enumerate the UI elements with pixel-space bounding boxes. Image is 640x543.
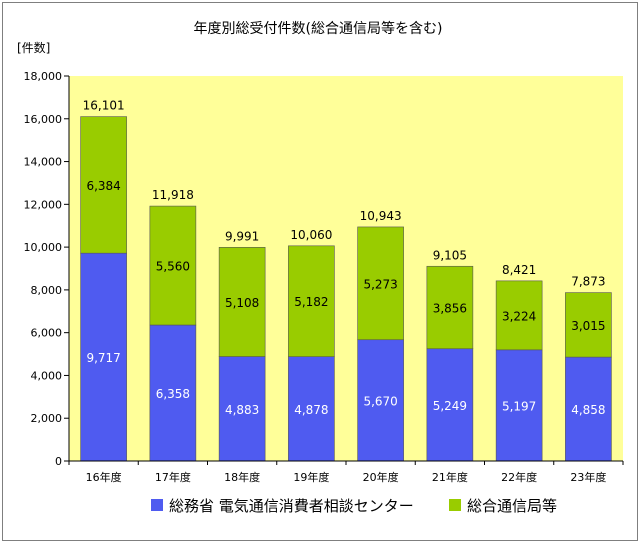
bar-data-label: 3,015 <box>571 319 605 333</box>
bar-total-label: 11,918 <box>152 188 194 202</box>
bar-data-label: 4,858 <box>571 403 605 417</box>
bar-segment-regional-bureaus <box>426 265 474 350</box>
x-tick-label: 19年度 <box>293 470 329 484</box>
y-tick-label: 4,000 <box>31 369 63 382</box>
bar-segment-regional-bureaus <box>565 292 612 358</box>
bar-segment-regional-bureaus <box>357 226 404 341</box>
bar-total-label: 7,873 <box>571 275 605 289</box>
y-tick-label: 14,000 <box>24 156 63 169</box>
x-tick-label: 21年度 <box>432 470 468 484</box>
bar-segment-consumer-center <box>149 324 197 462</box>
x-tick-label: 22年度 <box>501 470 537 484</box>
y-tick-label: 6,000 <box>31 327 63 340</box>
x-tick-label: 17年度 <box>155 470 191 484</box>
bar-data-label: 4,878 <box>294 403 328 417</box>
bar-total-label: 8,421 <box>502 263 536 277</box>
x-tick-label: 23年度 <box>570 470 606 484</box>
bar-segment-consumer-center <box>357 339 404 462</box>
x-tick-label: 20年度 <box>363 470 399 484</box>
bar-data-label: 3,224 <box>502 309 536 323</box>
y-tick-label: 10,000 <box>24 241 63 254</box>
bar-data-label: 9,717 <box>86 351 120 365</box>
y-tick-label: 0 <box>55 455 62 468</box>
bar-data-label: 5,560 <box>156 260 190 274</box>
chart-title: 年度別総受付件数(総合通信局等を含む) <box>194 20 443 37</box>
bar-data-label: 5,108 <box>225 296 259 310</box>
y-axis: 0 2,000 4,000 6,000 8,000 10,000 12,000 14,000 1… <box>24 70 70 468</box>
bar-segment-consumer-center <box>80 252 127 462</box>
y-tick-label: 2,000 <box>31 412 63 425</box>
bar-segment-consumer-center <box>288 356 335 462</box>
bar-segment-consumer-center <box>218 356 266 462</box>
y-axis-label: [件数] <box>17 40 50 55</box>
bar-data-label: 6,358 <box>156 387 190 401</box>
bar-segment-regional-bureaus <box>80 116 127 254</box>
legend-swatch-regional-bureaus <box>449 499 461 511</box>
bar-segment-regional-bureaus <box>218 247 266 357</box>
bar-data-label: 5,670 <box>363 394 397 408</box>
y-tick-label: 16,000 <box>24 113 63 126</box>
legend-label: 総合通信局等 <box>467 497 557 515</box>
bar-data-label: 5,273 <box>363 277 397 291</box>
legend-swatch-consumer-center <box>151 499 163 511</box>
y-tick-label: 12,000 <box>24 198 63 211</box>
legend: 総務省 電気通信消費者相談センター 総合通信局等 <box>151 497 557 515</box>
bar-data-label: 5,182 <box>294 295 328 309</box>
bar-total-label: 9,991 <box>225 229 259 243</box>
bar-data-label: 3,856 <box>433 301 467 315</box>
bar-segment-regional-bureaus <box>149 205 197 326</box>
stacked-bar-chart: 年度別総受付件数(総合通信局等を含む) [件数] 0 2,000 4,000 6,00… <box>17 20 624 515</box>
y-tick-label: 8,000 <box>31 284 63 297</box>
bar-segment-regional-bureaus <box>288 245 335 357</box>
y-tick-label: 18,000 <box>24 70 63 83</box>
bar-data-label: 6,384 <box>86 179 120 193</box>
bar-total-label: 10,060 <box>290 228 332 242</box>
bar-total-label: 10,943 <box>360 209 402 223</box>
bar-total-label: 16,101 <box>83 99 125 113</box>
x-axis: 16年度 17年度 18年度 19年度 20年度 21年度 22年度 23年度 <box>68 460 624 484</box>
bar-segment-regional-bureaus <box>495 280 543 351</box>
bars: 9,717 6,384 16,101 6,358 5,560 11,918 4,883 5,1… <box>80 99 612 462</box>
x-tick-label: 16年度 <box>86 470 122 484</box>
legend-label: 総務省 電気通信消費者相談センター <box>169 497 414 515</box>
bar-data-label: 5,197 <box>502 399 536 413</box>
bar-total-label: 9,105 <box>433 248 467 262</box>
bar-segment-consumer-center <box>495 349 543 462</box>
bar-segment-consumer-center <box>565 356 612 462</box>
bar-data-label: 4,883 <box>225 403 259 417</box>
bar-segment-consumer-center <box>426 348 474 462</box>
x-tick-label: 18年度 <box>224 470 260 484</box>
bar-data-label: 5,249 <box>433 399 467 413</box>
